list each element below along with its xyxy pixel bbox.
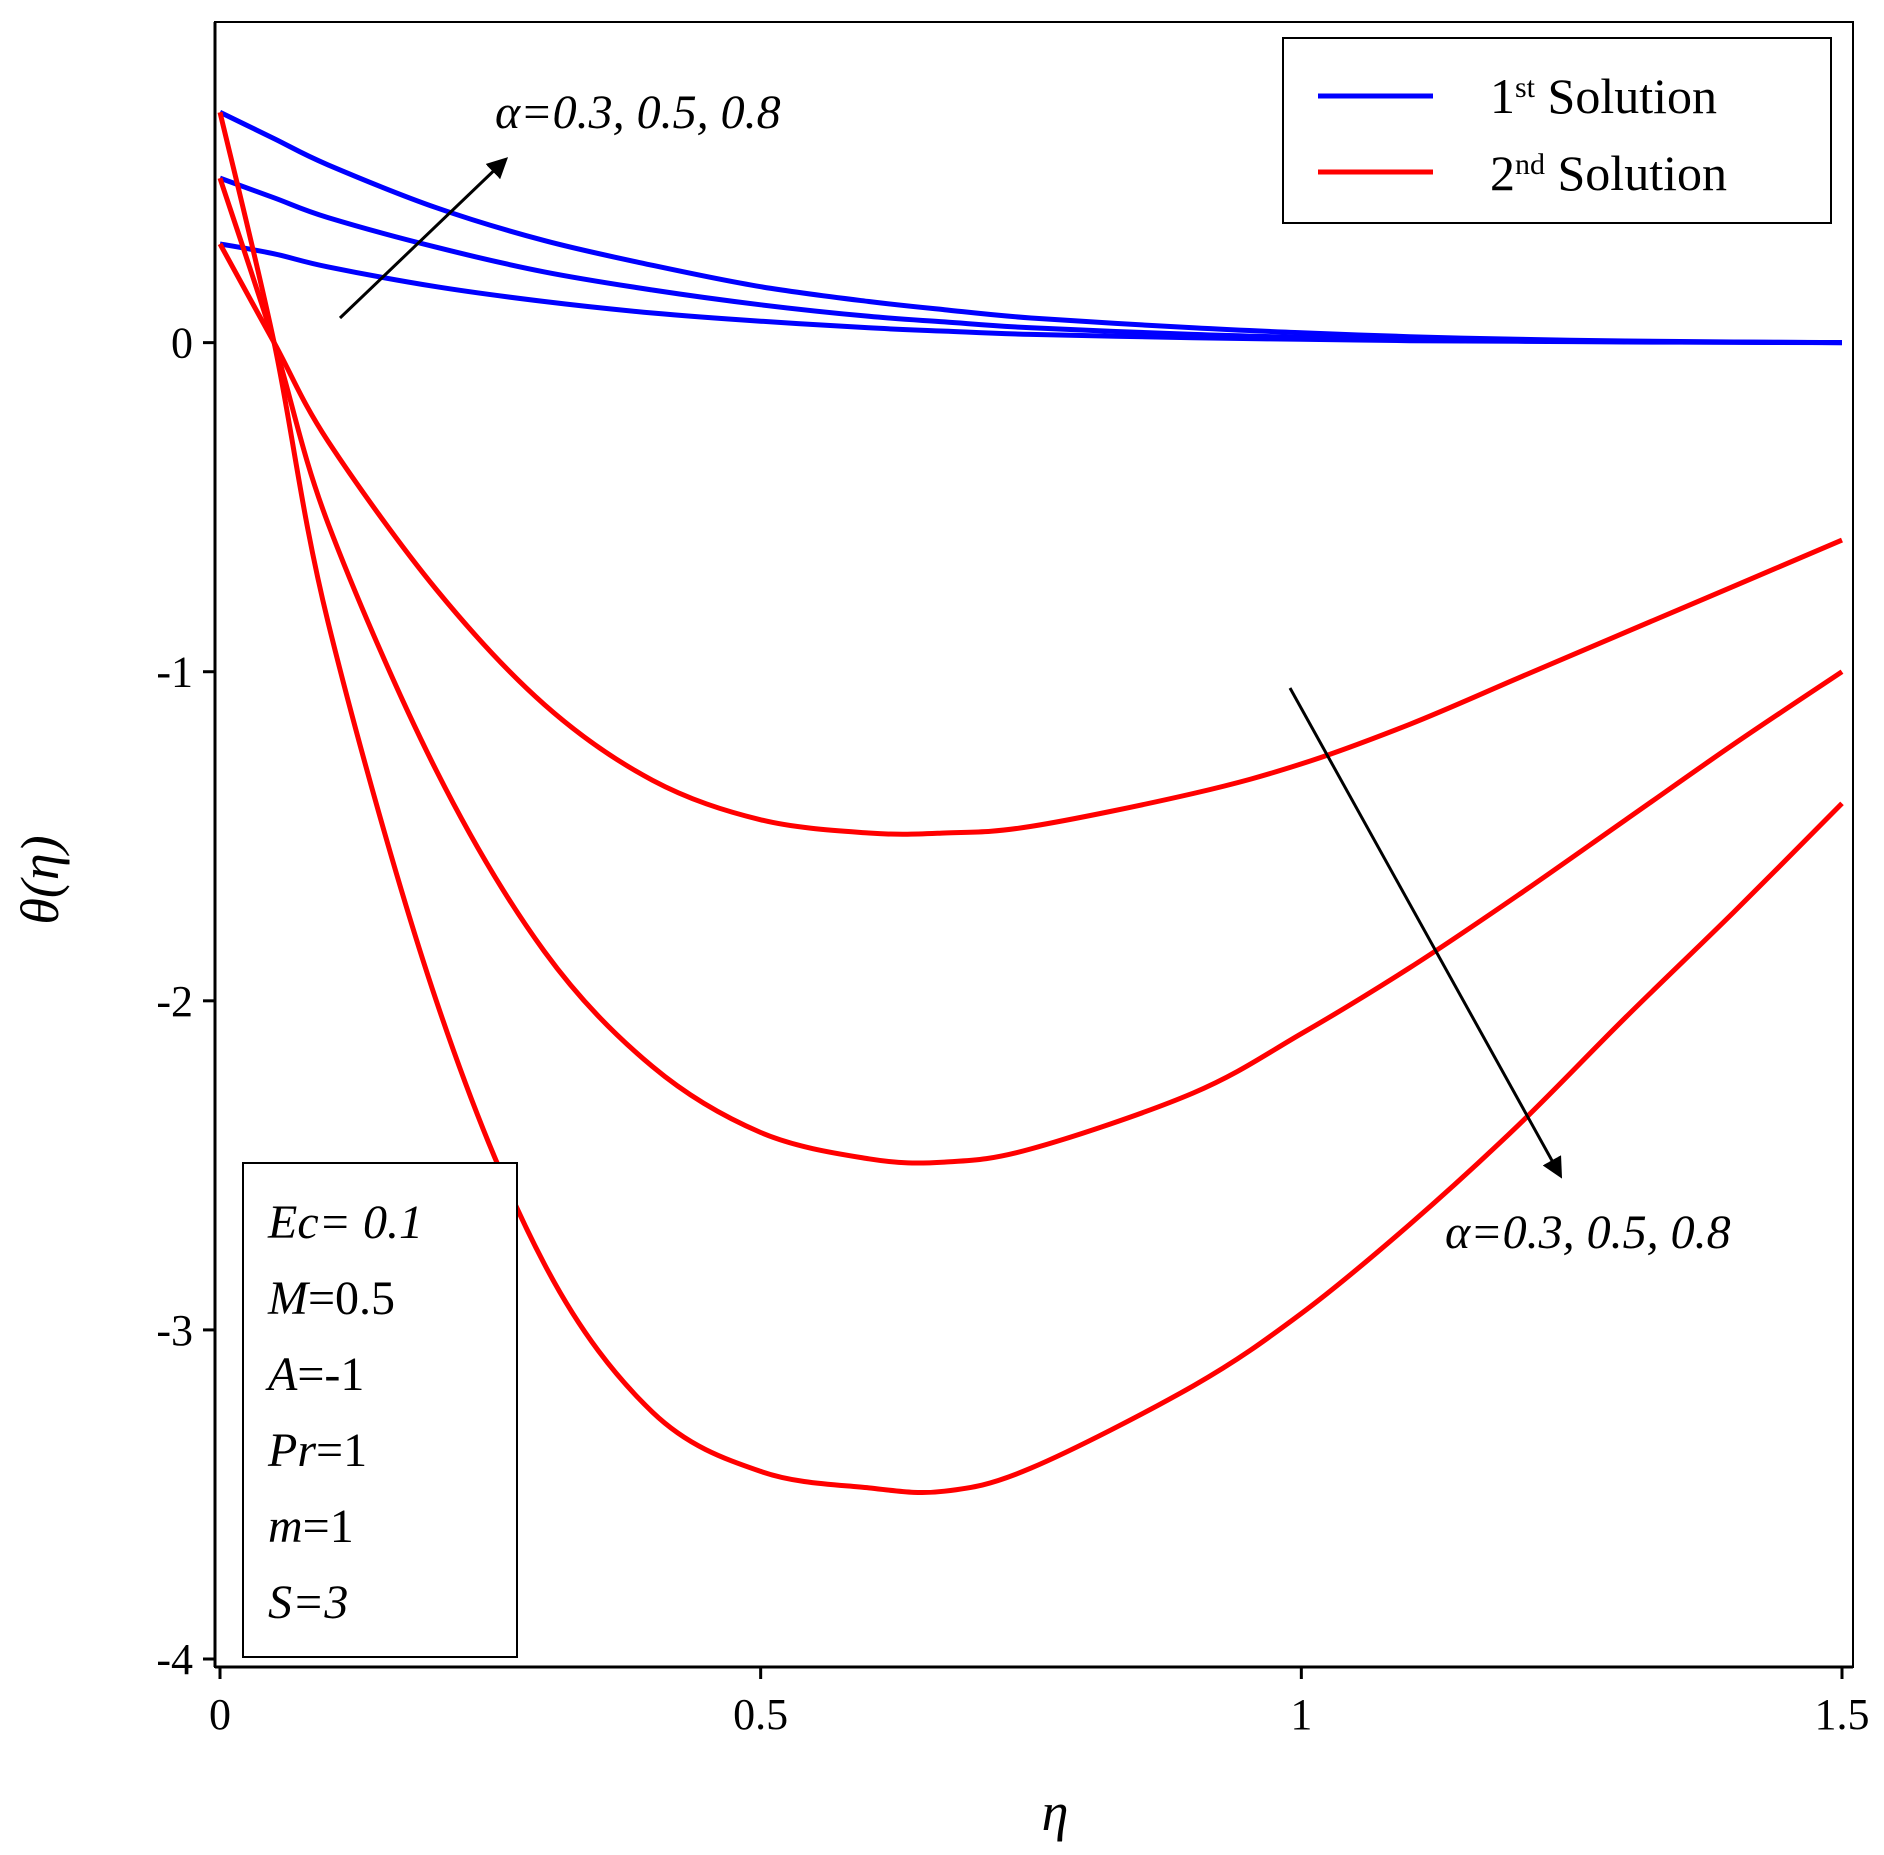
y-tick-label: 0 <box>171 319 193 368</box>
parameter-box: Ec= 0.1 M=0.5 A=-1 Pr=1 m=1 S=3 <box>242 1162 518 1658</box>
parameter-box-frame <box>242 1162 518 1658</box>
parameter-line: M=0.5 <box>267 1272 395 1325</box>
parameter-line: S=3 <box>268 1576 348 1629</box>
series-layer <box>217 110 1844 1496</box>
series-line-second-3 <box>217 242 1843 837</box>
parameter-line: A=-1 <box>265 1348 364 1401</box>
legend-box <box>1282 37 1832 224</box>
legend: 1st Solution 2nd Solution <box>1282 37 1832 224</box>
x-axis-label: η <box>1042 1782 1069 1842</box>
y-axis-label: θ(η) <box>10 835 70 924</box>
legend-label-first: 1st Solution <box>1490 68 1717 124</box>
annotation-text-bottom: α=0.3, 0.5, 0.8 <box>1445 1206 1731 1259</box>
annotation-arrow-top <box>338 157 509 320</box>
parameter-lines: Ec= 0.1 M=0.5 A=-1 Pr=1 m=1 S=3 <box>265 1196 423 1629</box>
series-line-first-2 <box>218 110 1843 346</box>
x-ticks: 0 0.5 1 1.5 <box>209 1667 1870 1739</box>
parameter-line: Pr=1 <box>267 1424 367 1477</box>
annotation-text-top: α=0.3, 0.5, 0.8 <box>495 86 781 139</box>
x-tick-label: 1 <box>1290 1690 1312 1739</box>
y-tick-label: -3 <box>156 1306 193 1355</box>
parameter-line: Ec= 0.1 <box>267 1196 423 1249</box>
x-tick-label: 0.5 <box>733 1690 788 1739</box>
series-line-second-5 <box>217 111 1844 1496</box>
x-tick-label: 1.5 <box>1815 1690 1870 1739</box>
y-tick-label: -1 <box>156 648 193 697</box>
y-tick-label: -4 <box>156 1635 193 1684</box>
legend-label-second: 2nd Solution <box>1490 145 1727 201</box>
y-ticks: 0 -1 -2 -3 -4 <box>156 319 215 1684</box>
annotation-arrow-bottom <box>1288 687 1563 1179</box>
y-tick-label: -2 <box>156 977 193 1026</box>
parameter-line: m=1 <box>268 1500 354 1553</box>
series-line-second-4 <box>217 177 1844 1166</box>
x-tick-label: 0 <box>209 1690 231 1739</box>
